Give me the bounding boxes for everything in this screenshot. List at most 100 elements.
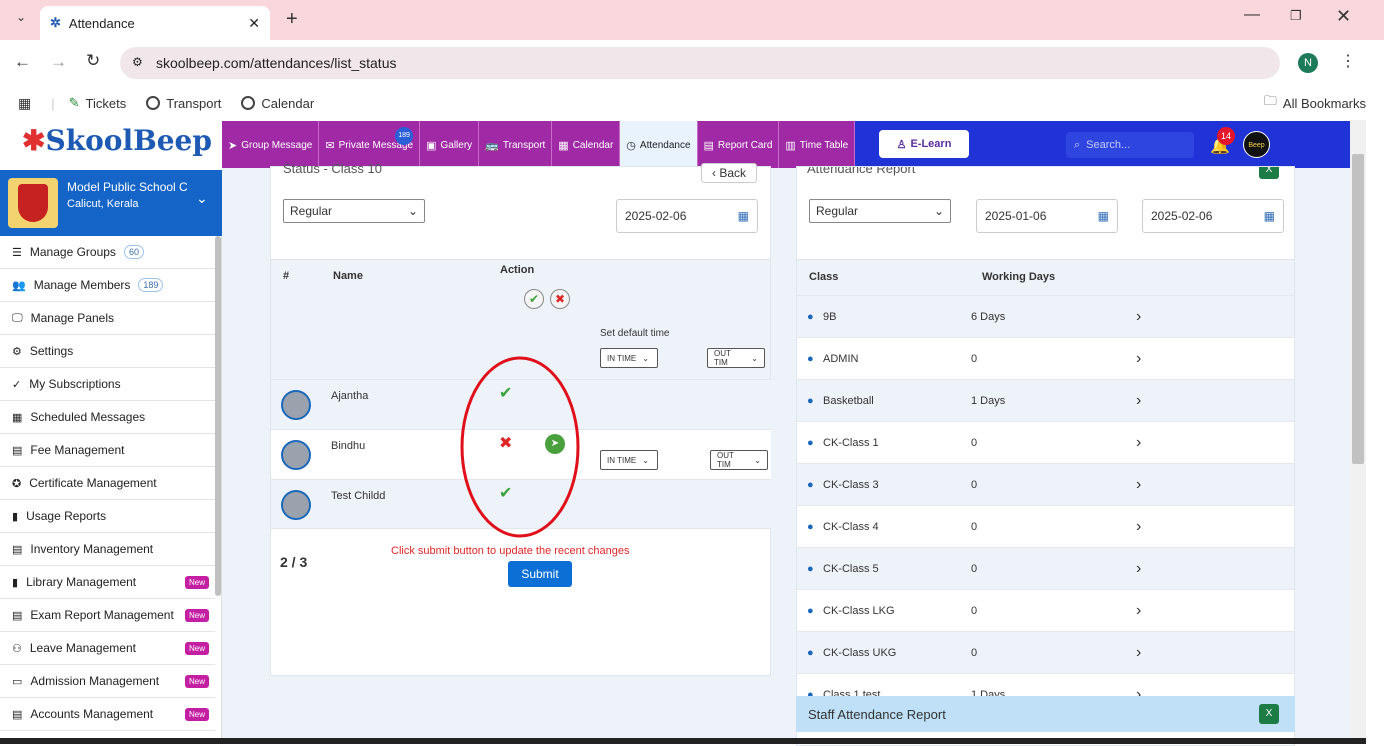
sidebar-item-fee-management[interactable]: ▤ Fee Management	[0, 434, 215, 467]
from-date-value: 2025-01-06	[985, 209, 1047, 223]
restore-button[interactable]: ❐	[1290, 8, 1302, 23]
back-arrow-icon[interactable]: ←	[14, 52, 31, 71]
browser-tab-attendance[interactable]: ✲ Attendance ✕	[40, 6, 270, 40]
site-info-icon[interactable]: ⚙	[132, 55, 143, 69]
chevron-right-icon[interactable]: ›	[1136, 643, 1142, 661]
minimize-button[interactable]: —	[1244, 6, 1260, 23]
sidebar-item-accounts-management[interactable]: ▤ Accounts Management New	[0, 698, 215, 731]
chevron-down-icon[interactable]: ⌄	[196, 190, 208, 206]
sidebar-item-certificate-management[interactable]: ✪ Certificate Management	[0, 467, 215, 500]
chevron-right-icon[interactable]: ›	[1136, 601, 1142, 619]
sidebar-item-manage-members[interactable]: 👥 Manage Members 189	[0, 269, 215, 302]
mark-all-present-button[interactable]: ✔	[524, 289, 544, 309]
tab-search-chevron-icon[interactable]: ⌄	[15, 10, 27, 24]
nav-item-group-message[interactable]: ➤ Group Message	[222, 121, 320, 169]
sidebar-item-inventory-management[interactable]: ▤ Inventory Management	[0, 533, 215, 566]
nav-item-private-message[interactable]: ✉ Private Message 189	[319, 121, 421, 169]
chevron-right-icon[interactable]: ›	[1136, 349, 1142, 367]
report-row[interactable]: ● CK-Class UKG 0 ›	[797, 631, 1294, 673]
apps-grid-icon[interactable]: ▦	[18, 94, 32, 111]
report-row[interactable]: ● CK-Class 1 0 ›	[797, 421, 1294, 463]
sidebar-item-settings[interactable]: ⚙ Settings	[0, 335, 215, 368]
report-row[interactable]: ● CK-Class 4 0 ›	[797, 505, 1294, 547]
report-from-date[interactable]: 2025-01-06 ▦	[976, 199, 1118, 233]
nav-item-attendance[interactable]: ◷ Attendance	[620, 121, 698, 169]
present-check-icon[interactable]: ✔	[499, 485, 513, 502]
report-row[interactable]: ● CK-Class 3 0 ›	[797, 463, 1294, 505]
sidebar-item-admission-management[interactable]: ▭ Admission Management New	[0, 665, 215, 698]
col-class: Class	[809, 271, 839, 283]
chevron-right-icon[interactable]: ›	[1136, 475, 1142, 493]
bookmark-calendar[interactable]: Calendar	[241, 96, 314, 111]
sidebar-item-my-subscriptions[interactable]: ✓ My Subscriptions	[0, 368, 215, 401]
sidebar-item-manage-groups[interactable]: ☰ Manage Groups 60	[0, 236, 215, 269]
sidebar-item-exam-report-management[interactable]: ▤ Exam Report Management New	[0, 599, 215, 632]
default-in-time-select[interactable]: IN TIME ⌄	[600, 348, 658, 368]
out-time-select[interactable]: OUT TIM ⌄	[710, 450, 768, 470]
new-tab-button[interactable]: +	[286, 8, 298, 30]
school-selector[interactable]: Model Public School C Calicut, Kerala ⌄	[0, 170, 222, 236]
report-row[interactable]: ● Basketball 1 Days ›	[797, 379, 1294, 421]
nav-item-transport[interactable]: 🚌 Transport	[479, 121, 553, 169]
report-to-date[interactable]: 2025-02-06 ▦	[1142, 199, 1284, 233]
absent-cross-icon[interactable]: ✖	[499, 435, 513, 452]
sidebar-item-library-management[interactable]: ▮ Library Management New	[0, 566, 215, 599]
present-check-icon[interactable]: ✔	[499, 385, 513, 402]
nav-item-calendar[interactable]: ▦ Calendar	[552, 121, 621, 169]
user-avatar[interactable]: Beep	[1243, 131, 1270, 158]
excel-export-icon[interactable]: X	[1259, 704, 1279, 724]
browser-menu-icon[interactable]: ⋮	[1340, 53, 1356, 70]
mail-icon: ✉	[325, 139, 335, 152]
back-button[interactable]: ‹ Back	[701, 163, 757, 183]
report-mode-select[interactable]: Regular ⌄	[809, 199, 951, 223]
forward-arrow-icon[interactable]: →	[50, 52, 67, 71]
sidebar-item-scheduled-messages[interactable]: ▦ Scheduled Messages	[0, 401, 215, 434]
sidebar-scrollbar[interactable]	[215, 236, 221, 596]
new-badge: New	[184, 641, 209, 655]
nav-item-gallery[interactable]: ▣ Gallery	[420, 121, 480, 169]
status-mode-value: Regular	[290, 204, 333, 218]
report-row[interactable]: ● CK-Class 5 0 ›	[797, 547, 1294, 589]
page-scrollbar-thumb[interactable]	[1352, 154, 1364, 464]
close-window-button[interactable]: ✕	[1336, 6, 1352, 26]
search-input[interactable]: ⌕ Search...	[1066, 132, 1194, 158]
chevron-right-icon[interactable]: ›	[1136, 307, 1142, 325]
user-icon: ●	[807, 310, 814, 323]
working-days: 0	[971, 478, 978, 491]
chevron-right-icon[interactable]: ›	[1136, 433, 1142, 451]
reload-icon[interactable]: ↻	[86, 51, 101, 70]
staff-report-title: Staff Attendance Report	[808, 706, 946, 722]
url-field[interactable]: ⚙ skoolbeep.com/attendances/list_status	[120, 47, 1280, 79]
nav-item-report-card[interactable]: ▤ Report Card	[697, 121, 780, 169]
submit-button[interactable]: Submit	[508, 561, 572, 587]
new-badge: New	[184, 608, 209, 622]
report-row[interactable]: ● ADMIN 0 ›	[797, 337, 1294, 379]
sidebar-item-leave-management[interactable]: ⚇ Leave Management New	[0, 632, 215, 665]
sidebar-item-usage-reports[interactable]: ▮ Usage Reports	[0, 500, 215, 533]
elearn-button[interactable]: ♙ E-Learn	[879, 130, 969, 158]
status-date-field[interactable]: 2025-02-06 ▦	[616, 199, 758, 233]
chevron-right-icon[interactable]: ›	[1136, 559, 1142, 577]
nav-item-time-table[interactable]: ▥ Time Table	[779, 121, 856, 169]
skoolbeep-logo[interactable]: ✱SkoolBeep	[22, 124, 212, 157]
default-out-time-select[interactable]: OUT TIM ⌄	[707, 348, 765, 368]
profile-avatar[interactable]: N	[1298, 53, 1318, 73]
send-notification-icon[interactable]: ➤	[545, 434, 565, 454]
page-scrollbar[interactable]	[1350, 120, 1366, 744]
mark-all-absent-button[interactable]: ✖	[550, 289, 570, 309]
bookmark-tickets[interactable]: ✎ Tickets	[69, 95, 127, 111]
chevron-right-icon[interactable]: ›	[1136, 685, 1142, 703]
excel-export-icon[interactable]: X	[1259, 167, 1279, 179]
user-icon: ●	[807, 646, 814, 659]
staff-report-header[interactable]: Staff Attendance Report X	[796, 696, 1295, 732]
tab-close-icon[interactable]: ✕	[248, 14, 260, 31]
report-row[interactable]: ● 9B 6 Days ›	[797, 295, 1294, 337]
in-time-select[interactable]: IN TIME ⌄	[600, 450, 658, 470]
report-row[interactable]: ● CK-Class LKG 0 ›	[797, 589, 1294, 631]
chevron-right-icon[interactable]: ›	[1136, 391, 1142, 409]
all-bookmarks[interactable]: 🗀 All Bookmarks	[1264, 92, 1366, 114]
chevron-right-icon[interactable]: ›	[1136, 517, 1142, 535]
bookmark-transport[interactable]: Transport	[146, 96, 221, 111]
sidebar-item-manage-panels[interactable]: 🖵 Manage Panels	[0, 302, 215, 335]
status-mode-select[interactable]: Regular ⌄	[283, 199, 425, 223]
